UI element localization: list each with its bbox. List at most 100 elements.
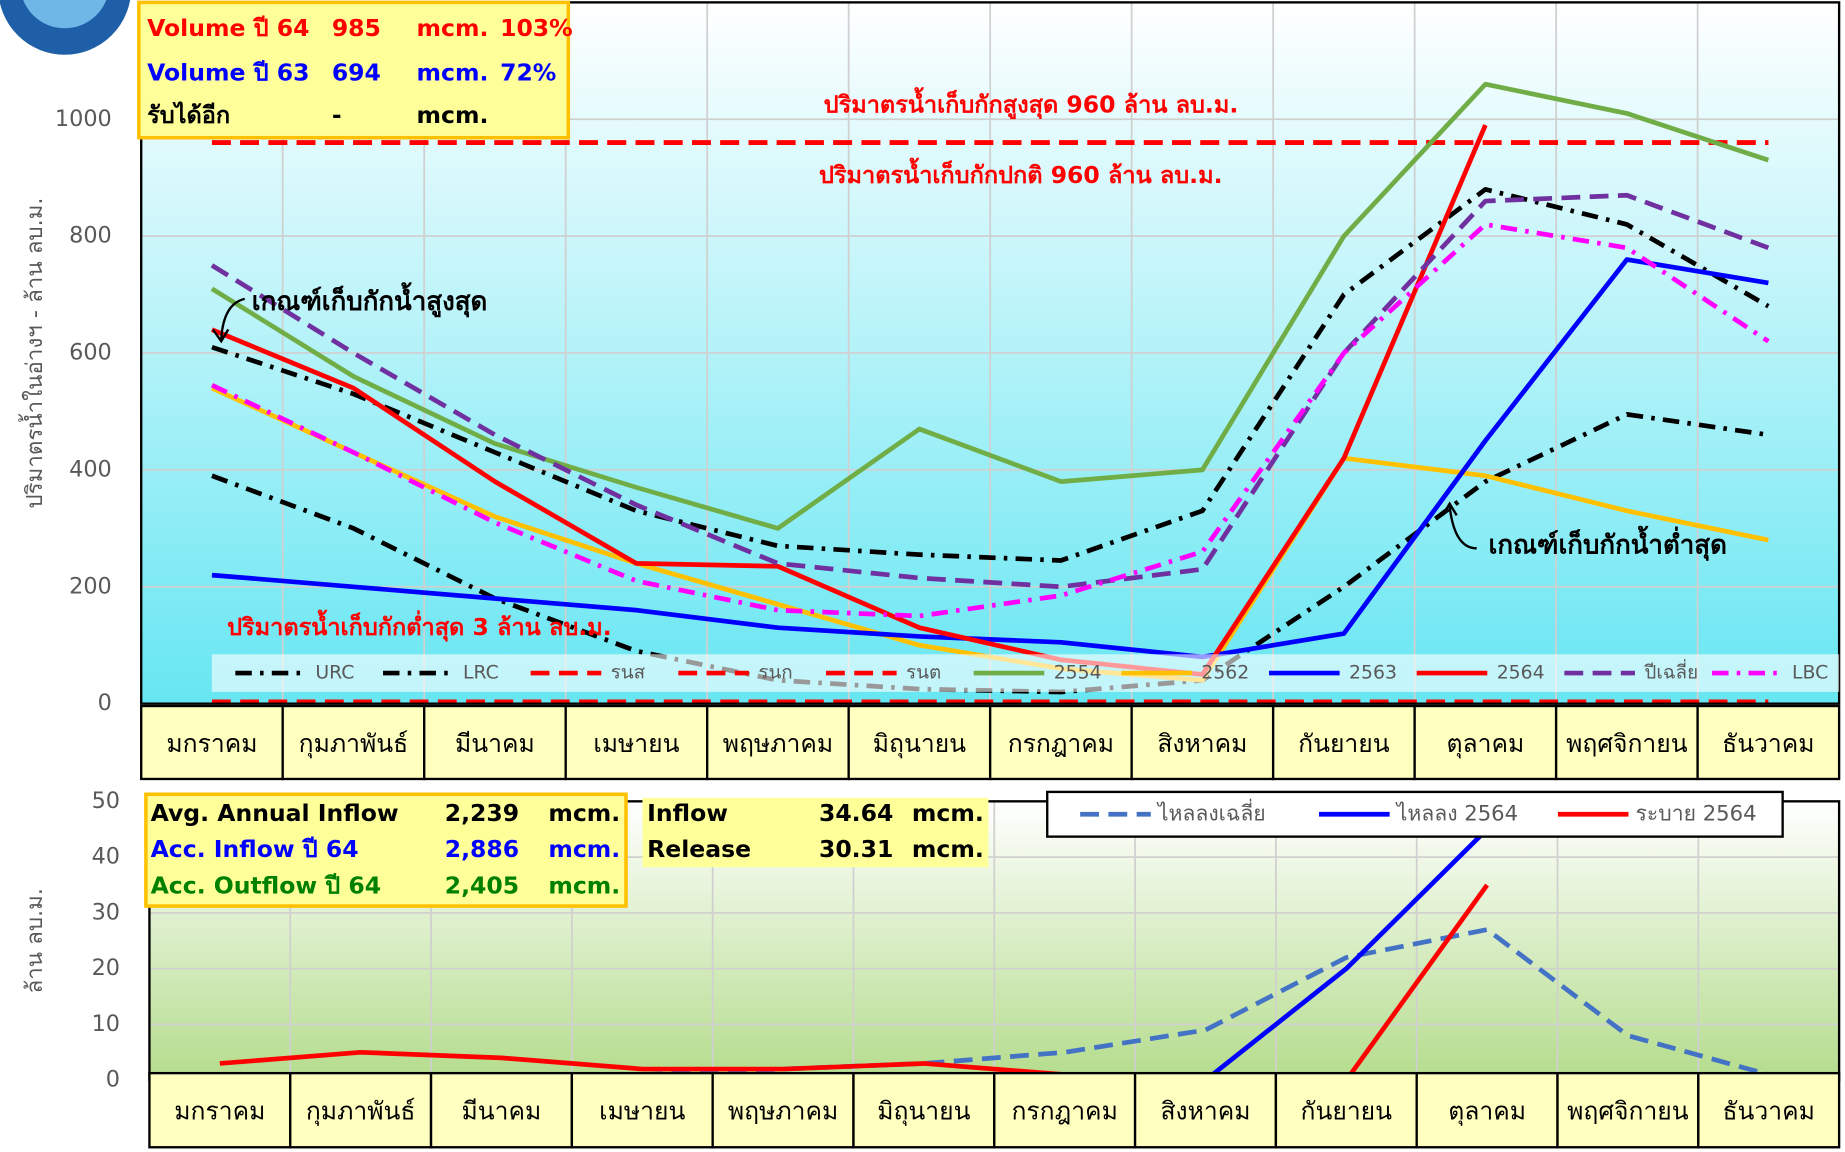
y-tick-label: 40 — [92, 844, 120, 870]
legend-label: URC — [315, 663, 354, 684]
info-text: 103% — [500, 14, 573, 42]
annotation: ปริมาตรน้ำเก็บกักสูงสุด 960 ล้าน ลบ.ม. — [824, 86, 1239, 119]
info-text: 2,886 — [445, 835, 519, 863]
annotation: เกณฑ์เก็บกักน้ำสูงสุด — [252, 282, 488, 318]
month-cell — [1697, 1071, 1841, 1149]
month-cell — [140, 704, 284, 781]
info-text: mcm. — [417, 14, 489, 42]
y-axis-title: ปริมาตรน้ำในอ่างฯ - ล้าน ลบ.ม. — [18, 197, 48, 508]
info-text: 72% — [500, 59, 556, 87]
x-tick-label: กุมภาพันธ์ — [306, 1097, 416, 1127]
month-cell — [1413, 704, 1558, 781]
info-text: 30.31 — [819, 835, 893, 863]
legend-label: 2563 — [1349, 663, 1397, 684]
x-tick-label: ธันวาคม — [1722, 1097, 1814, 1126]
info-text: - — [332, 101, 342, 129]
legend-label: 2554 — [1054, 663, 1102, 684]
x-tick-label: กุมภาพันธ์ — [299, 729, 409, 759]
x-tick-label: พฤศจิกายน — [1566, 729, 1688, 758]
x-tick-label: กันยายน — [1298, 729, 1390, 758]
month-cell — [148, 1071, 292, 1149]
annotation-arrow — [1441, 501, 1477, 550]
x-tick-label: กันยายน — [1301, 1097, 1393, 1126]
x-tick-label: กรกฎาคม — [1008, 729, 1114, 758]
month-cell — [1133, 1071, 1278, 1149]
info-text: mcm. — [548, 835, 620, 863]
month-cell — [852, 1071, 996, 1149]
annotation-arrow — [212, 297, 246, 344]
month-cell — [1271, 704, 1416, 781]
x-tick-label: พฤษภาคม — [723, 729, 833, 758]
info-text: Acc. Outflow ปี 64 — [151, 872, 382, 900]
info-box — [642, 797, 989, 868]
x-tick-label: สิงหาคม — [1157, 729, 1247, 758]
legend-label: LBC — [1792, 663, 1828, 684]
info-text: Acc. Inflow ปี 64 — [151, 835, 359, 863]
info-text: Volume ปี 63 — [147, 59, 309, 87]
y-tick-label: 50 — [92, 788, 120, 814]
month-cell — [1415, 1071, 1559, 1149]
x-tick-label: สิงหาคม — [1160, 1097, 1250, 1126]
y-tick-label: 0 — [98, 690, 112, 716]
info-text: mcm. — [912, 835, 984, 863]
info-text: mcm. — [417, 101, 489, 129]
annotation: เกณฑ์เก็บกักน้ำต่ำสุด — [1488, 525, 1726, 561]
x-tick-label: ตุลาคม — [1446, 729, 1524, 759]
month-cell — [1554, 704, 1699, 781]
legend-label: ไหลลงเฉลี่ย — [1156, 798, 1266, 825]
x-tick-label: ตุลาคม — [1448, 1097, 1526, 1127]
y-axis-title: ล้าน ลบ.ม. — [22, 888, 48, 993]
info-box — [144, 792, 628, 908]
info-text: 985 — [332, 14, 381, 42]
y-tick-label: 20 — [92, 955, 120, 981]
info-text: 34.64 — [819, 799, 893, 827]
legend-label: ไหลลง 2564 — [1395, 800, 1518, 825]
legend-label: ปีเฉลี่ย — [1643, 659, 1698, 684]
month-cell — [988, 704, 1133, 781]
info-text: Avg. Annual Inflow — [151, 799, 399, 827]
info-text: Release — [647, 835, 751, 863]
y-tick-label: 600 — [69, 340, 112, 366]
info-text: Inflow — [647, 799, 728, 827]
x-tick-label: มกราคม — [166, 729, 257, 758]
legend-label: ระบาย 2564 — [1636, 800, 1757, 825]
annotation: ปริมาตรน้ำเก็บกักต่ำสุด 3 ล้าน ลบ.ม. — [227, 609, 612, 642]
month-cell — [1274, 1071, 1418, 1149]
series-line — [211, 187, 1770, 563]
y-tick-label: 30 — [92, 899, 120, 925]
info-text: Volume ปี 64 — [147, 14, 309, 42]
x-tick-label: มิถุนายน — [877, 1097, 970, 1127]
info-text: 2,239 — [445, 799, 519, 827]
month-cell — [564, 704, 709, 781]
info-text: 2,405 — [445, 872, 519, 900]
legend-label: รนส — [611, 663, 646, 684]
series-line — [210, 222, 1770, 619]
month-cell — [281, 704, 426, 781]
month-cell — [423, 704, 567, 781]
month-cell — [1696, 704, 1841, 781]
plot-border — [140, 1, 1841, 705]
x-tick-label: เมษายน — [599, 1097, 685, 1126]
y-tick-label: 400 — [69, 456, 112, 482]
legend-label: รนต — [906, 663, 941, 684]
month-cell — [847, 704, 992, 781]
legend-label: 2562 — [1201, 663, 1249, 684]
month-cell — [1130, 704, 1275, 781]
legend-label: 2564 — [1497, 663, 1545, 684]
x-tick-label: เมษายน — [593, 729, 679, 758]
annotation: ปริมาตรน้ำเก็บกักปกติ 960 ล้าน ลบ.ม. — [819, 157, 1223, 189]
x-tick-label: มีนาคม — [462, 1097, 542, 1126]
info-text: mcm. — [912, 799, 984, 827]
info-text: mcm. — [417, 59, 489, 87]
info-text: mcm. — [548, 799, 620, 827]
legend-label: รนก — [758, 663, 792, 684]
info-text: รับได้อีก — [147, 101, 230, 129]
y-tick-label: 800 — [69, 223, 112, 249]
series-line — [210, 81, 1770, 531]
x-tick-label: พฤษภาคม — [728, 1097, 838, 1126]
month-cell — [993, 1071, 1137, 1149]
legend — [1046, 790, 1784, 838]
y-tick-label: 10 — [92, 1011, 120, 1037]
x-tick-label: มกราคม — [174, 1097, 265, 1126]
